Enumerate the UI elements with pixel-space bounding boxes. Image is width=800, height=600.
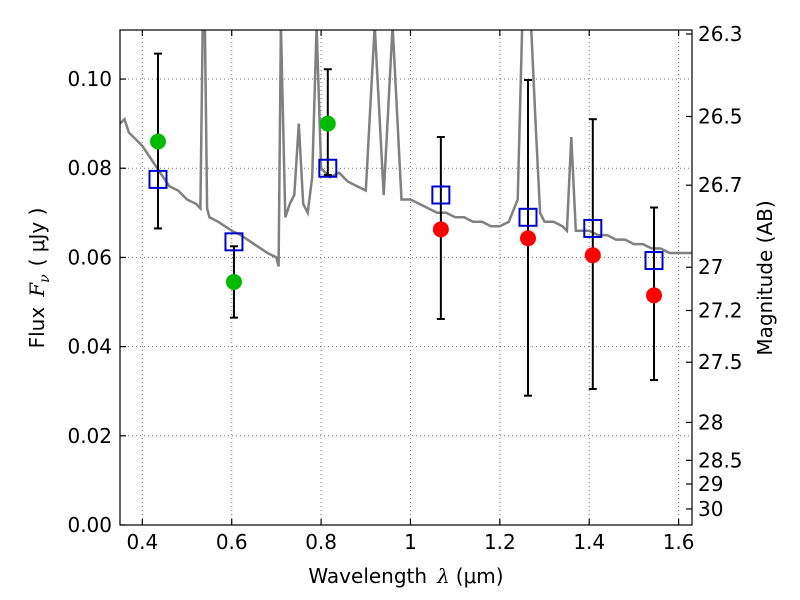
y2-tick-label: 26.5 bbox=[698, 105, 743, 129]
y2-tick-label: 26.3 bbox=[698, 22, 743, 46]
observed-point bbox=[432, 221, 449, 238]
y2-tick-label: 29 bbox=[698, 472, 723, 496]
y2-tick-label: 27 bbox=[698, 255, 723, 279]
y2-tick-label: 30 bbox=[698, 497, 723, 521]
observed-point bbox=[149, 133, 166, 150]
plot-frame bbox=[119, 29, 693, 526]
model-photometry-square bbox=[518, 207, 538, 227]
y-axis-title-symbol: F bbox=[25, 282, 49, 298]
x-axis-title: Wavelength λ (μm) bbox=[308, 564, 503, 588]
observed-point bbox=[584, 247, 601, 264]
y-axis-title-unit: ( μJy ) bbox=[25, 208, 49, 267]
y2-tick-label: 27.2 bbox=[698, 299, 743, 323]
y-tick-label: 0.06 bbox=[67, 245, 112, 269]
x-axis-ticks: 0.4 0.6 0.8 1 1.2 1.4 1.6 bbox=[126, 30, 695, 554]
model-photometry-square bbox=[431, 185, 451, 205]
y-tick-label: 0.02 bbox=[67, 424, 112, 448]
y-axis-title-subscript: ν bbox=[37, 274, 53, 283]
y2-tick-label: 26.7 bbox=[698, 173, 743, 197]
model-photometry-square bbox=[224, 232, 244, 252]
x-tick-label: 1.4 bbox=[573, 530, 605, 554]
y-axis-ticks: 0.00 0.02 0.04 0.06 0.08 0.10 bbox=[67, 67, 126, 537]
x-axis-title-symbol: λ bbox=[436, 564, 450, 588]
y2-tick-label: 27.5 bbox=[698, 350, 743, 374]
x-tick-label: 1.2 bbox=[484, 530, 516, 554]
x-tick-label: 0.8 bbox=[305, 530, 337, 554]
y2-axis-title: Magnitude (AB) bbox=[753, 200, 777, 355]
error-bars bbox=[153, 52, 659, 397]
y-axis-title-prefix: Flux bbox=[25, 307, 49, 349]
x-axis-title-prefix: Wavelength bbox=[308, 564, 427, 588]
observed-point bbox=[319, 115, 336, 132]
plot-background bbox=[120, 30, 692, 525]
x-tick-label: 0.4 bbox=[126, 530, 158, 554]
model-photometry-square bbox=[583, 218, 603, 238]
observed-point bbox=[646, 287, 663, 304]
observed-point bbox=[225, 273, 242, 290]
y-axis-title: Flux Fν ( μJy ) bbox=[25, 208, 53, 349]
y2-tick-label: 28 bbox=[698, 410, 723, 434]
x-tick-label: 1.6 bbox=[663, 530, 695, 554]
y-tick-label: 0.08 bbox=[67, 156, 112, 180]
model-photometry-square bbox=[644, 251, 664, 271]
y2-tick-label: 28.5 bbox=[698, 448, 743, 472]
model-photometry-square bbox=[148, 169, 168, 189]
y-tick-label: 0.00 bbox=[67, 513, 112, 537]
y-tick-label: 0.10 bbox=[67, 67, 112, 91]
y-tick-label: 0.04 bbox=[67, 335, 112, 359]
model-sed-line bbox=[120, 30, 692, 267]
model-photometry-square bbox=[318, 158, 338, 178]
observed-point bbox=[519, 230, 536, 247]
data-points bbox=[148, 115, 664, 304]
x-axis-title-unit: (μm) bbox=[456, 564, 504, 588]
x-tick-label: 1 bbox=[404, 530, 417, 554]
x-tick-label: 0.6 bbox=[216, 530, 248, 554]
